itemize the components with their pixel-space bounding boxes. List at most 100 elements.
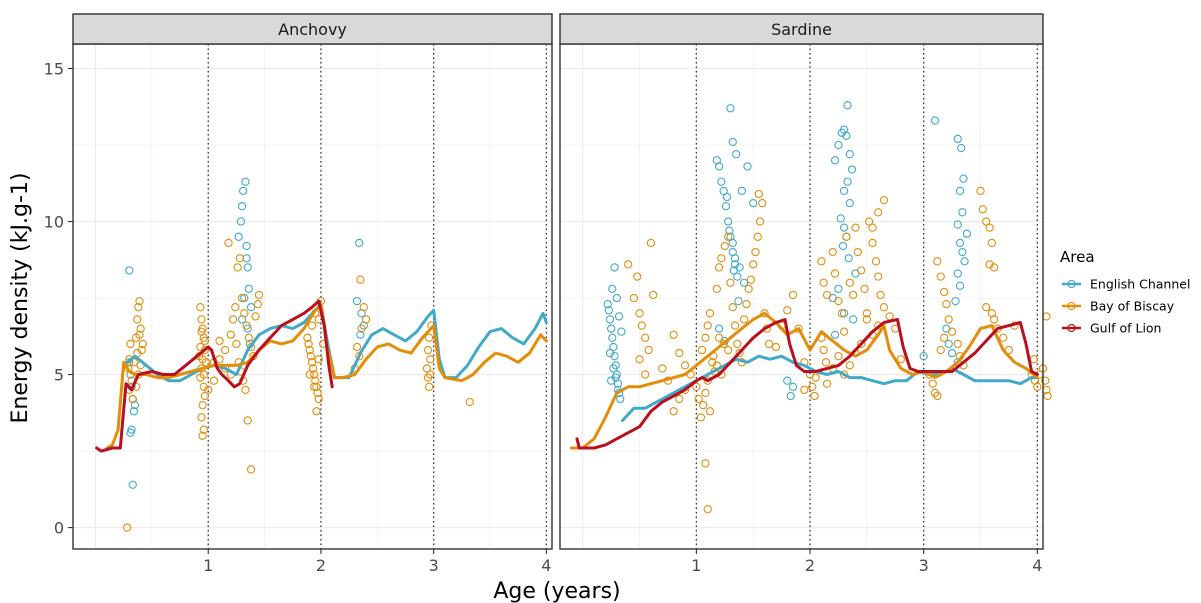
data-point-bay-of-biscay xyxy=(304,339,313,349)
data-point-bay-of-biscay xyxy=(311,376,320,385)
data-point-english-channel xyxy=(605,348,615,358)
legend-item-english-channel: English Channel xyxy=(1062,277,1190,292)
data-point-bay-of-biscay xyxy=(701,459,710,468)
facet-title: Sardine xyxy=(771,20,832,39)
data-point-bay-of-biscay xyxy=(819,345,828,355)
data-point-english-channel xyxy=(616,394,625,404)
data-point-english-channel xyxy=(958,208,967,217)
data-point-english-channel xyxy=(749,199,758,208)
data-point-bay-of-biscay xyxy=(712,284,721,293)
x-tick-label: 2 xyxy=(805,556,815,575)
data-point-bay-of-biscay xyxy=(819,278,828,287)
data-point-bay-of-biscay xyxy=(221,345,230,355)
data-point-bay-of-biscay xyxy=(669,330,678,339)
y-tick-label: 10 xyxy=(44,213,64,232)
data-point-bay-of-biscay xyxy=(307,358,317,367)
data-point-bay-of-biscay xyxy=(641,370,650,379)
data-point-bay-of-biscay xyxy=(733,339,742,349)
data-point-bay-of-biscay xyxy=(862,309,871,318)
data-point-bay-of-biscay xyxy=(985,260,994,269)
data-point-english-channel xyxy=(241,177,250,186)
panel-sardine: Sardine 1 2 3 4 xyxy=(559,13,1052,575)
data-point-bay-of-biscay xyxy=(842,232,851,241)
data-point-bay-of-biscay xyxy=(305,370,314,379)
data-point-bay-of-biscay xyxy=(742,300,751,309)
data-point-english-channel xyxy=(604,306,614,315)
data-point-bay-of-biscay xyxy=(692,382,701,391)
data-point-bay-of-biscay xyxy=(680,361,690,370)
data-point-bay-of-biscay xyxy=(641,333,650,342)
data-point-bay-of-biscay xyxy=(233,263,242,272)
data-point-bay-of-biscay xyxy=(879,303,889,312)
data-point-bay-of-biscay xyxy=(126,339,135,349)
data-point-bay-of-biscay xyxy=(694,394,703,404)
data-point-english-channel xyxy=(728,137,737,147)
data-point-bay-of-biscay xyxy=(739,315,749,324)
data-point-english-channel xyxy=(960,257,969,266)
data-point-bay-of-biscay xyxy=(857,266,866,275)
data-point-bay-of-biscay xyxy=(426,355,435,364)
data-point-bay-of-biscay xyxy=(356,275,365,284)
data-point-bay-of-biscay xyxy=(703,376,712,385)
data-point-bay-of-biscay xyxy=(303,333,312,342)
x-tick-label: 1 xyxy=(203,556,213,575)
data-point-bay-of-biscay xyxy=(226,330,235,339)
data-point-bay-of-biscay xyxy=(308,364,318,373)
data-point-english-channel xyxy=(237,202,247,211)
series-line-bay-of-biscay xyxy=(569,311,1039,450)
data-point-bay-of-biscay xyxy=(978,205,987,214)
data-point-bay-of-biscay xyxy=(697,345,707,355)
series-line-bay-of-biscay xyxy=(105,302,548,450)
data-point-bay-of-biscay xyxy=(465,397,474,407)
data-point-bay-of-biscay xyxy=(699,401,708,410)
data-point-english-channel xyxy=(128,480,137,489)
data-point-english-channel xyxy=(605,315,615,324)
data-point-bay-of-biscay xyxy=(352,342,362,352)
data-point-english-channel xyxy=(839,186,849,196)
data-point-bay-of-biscay xyxy=(744,284,753,293)
data-point-english-channel xyxy=(830,156,840,165)
data-point-bay-of-biscay xyxy=(714,333,724,342)
data-point-english-channel xyxy=(955,238,965,248)
data-point-english-channel xyxy=(839,223,849,232)
data-point-bay-of-biscay xyxy=(817,257,826,266)
data-point-bay-of-biscay xyxy=(724,345,733,355)
data-point-bay-of-biscay xyxy=(658,364,667,373)
data-point-bay-of-biscay xyxy=(422,364,432,373)
data-point-bay-of-biscay xyxy=(122,523,132,532)
data-point-bay-of-biscay xyxy=(228,315,238,324)
data-point-bay-of-biscay xyxy=(359,303,368,312)
data-point-bay-of-biscay xyxy=(197,413,206,422)
data-point-bay-of-biscay xyxy=(196,342,205,352)
data-point-bay-of-biscay xyxy=(310,370,319,379)
data-point-bay-of-biscay xyxy=(305,345,314,355)
data-point-bay-of-biscay xyxy=(243,416,252,425)
data-point-bay-of-biscay xyxy=(857,339,866,349)
data-point-bay-of-biscay xyxy=(196,303,205,312)
data-point-bay-of-biscay xyxy=(751,247,760,257)
data-point-bay-of-biscay xyxy=(728,303,737,312)
data-point-bay-of-biscay xyxy=(982,217,991,226)
data-point-english-channel xyxy=(606,376,616,385)
series-line-gulf-of-lion xyxy=(95,299,334,453)
data-point-english-channel xyxy=(955,281,965,290)
x-tick-label: 2 xyxy=(316,556,326,575)
data-point-bay-of-biscay xyxy=(720,241,729,251)
data-point-english-channel xyxy=(830,330,840,339)
data-point-bay-of-biscay xyxy=(675,394,684,404)
data-point-english-channel xyxy=(725,226,734,235)
data-point-bay-of-biscay xyxy=(703,505,712,514)
data-point-english-channel xyxy=(739,278,749,287)
data-point-bay-of-biscay xyxy=(705,309,715,318)
data-point-bay-of-biscay xyxy=(240,309,249,318)
x-tick-label: 4 xyxy=(1032,556,1042,575)
data-point-english-channel xyxy=(603,300,612,309)
data-point-bay-of-biscay xyxy=(197,315,206,324)
data-point-english-channel xyxy=(834,284,843,293)
data-point-bay-of-biscay xyxy=(810,391,819,401)
data-point-bay-of-biscay xyxy=(936,345,945,355)
data-point-bay-of-biscay xyxy=(800,385,809,394)
data-point-bay-of-biscay xyxy=(215,336,224,346)
data-point-english-channel xyxy=(612,293,621,303)
